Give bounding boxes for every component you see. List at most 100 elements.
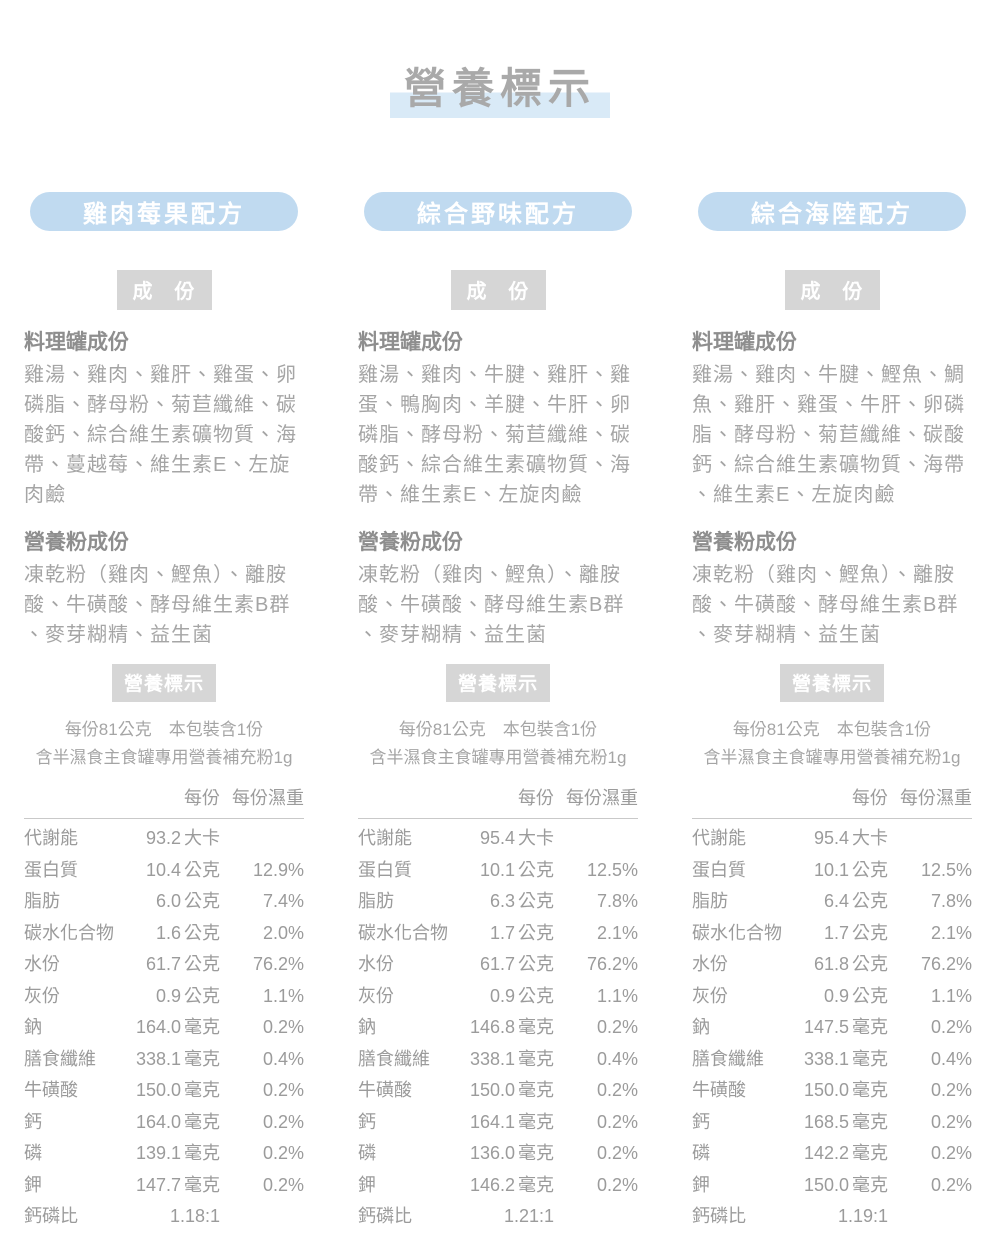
nutrient-label: 脂肪 <box>24 891 60 911</box>
serving-line-1: 每份81公克 本包裝含1份 <box>732 720 932 739</box>
formula-name-pill: 雞肉莓果配方 <box>30 192 298 231</box>
nutrient-unit: 公克 <box>184 954 220 974</box>
table-row: 牛磺酸 150.0 毫克 0.2% <box>358 1076 638 1108</box>
table-header-row: 每份 每份濕重 <box>24 780 304 819</box>
formula-columns: 雞肉莓果配方 成 份 料理罐成份 雞湯、雞肉、雞肝、雞蛋、卵磷脂、酵母粉、菊苣纖… <box>0 192 1000 1234</box>
nutrient-percent: 7.4% <box>262 891 304 911</box>
serving-line-1: 每份81公克 本包裝含1份 <box>64 720 264 739</box>
ingredients-header-wrap: 成 份 <box>358 270 638 310</box>
nutrient-amount: 10.4 <box>145 859 181 880</box>
nutrient-percent: 1.1% <box>596 985 638 1006</box>
nutrient-unit: 毫克 <box>852 1174 888 1195</box>
nutrient-value: 150.0 毫克 <box>782 1076 888 1102</box>
formula-name-pill: 綜合野味配方 <box>364 192 632 231</box>
nutrient-percent: 0.2% <box>930 1017 972 1037</box>
table-row: 蛋白質 10.4 公克 12.9% <box>24 856 304 888</box>
nutrient-value: 95.4 大卡 <box>782 824 888 850</box>
nutrient-value: 338.1 毫克 <box>114 1045 220 1071</box>
nutrient-label: 代謝能 <box>24 828 78 848</box>
nutrient-label: 鈉 <box>24 1017 42 1037</box>
nutrient-unit: 毫克 <box>518 1048 554 1069</box>
nutrient-unit: 毫克 <box>184 1017 220 1037</box>
nutrient-percent: 0.2% <box>262 1111 304 1132</box>
nutrient-unit: 公克 <box>518 891 554 911</box>
nutrition-label-header-wrap: 營養標示 <box>24 664 304 702</box>
nutrient-amount: 168.5 <box>803 1111 849 1132</box>
table-header-wet-weight: 每份濕重 <box>566 788 638 808</box>
nutrient-unit: 公克 <box>184 922 220 943</box>
table-header-row: 每份 每份濕重 <box>692 780 972 819</box>
nutrient-amount: 1.21:1 <box>503 1206 554 1226</box>
nutrient-label: 代謝能 <box>692 828 746 848</box>
table-row: 鈉 164.0 毫克 0.2% <box>24 1013 304 1045</box>
nutrient-label: 鈣磷比 <box>692 1206 746 1226</box>
nutrition-label-header-wrap: 營養標示 <box>358 664 638 702</box>
nutrient-percent: 0.2% <box>596 1080 638 1100</box>
nutrient-value: 6.3 公克 <box>448 887 554 913</box>
nutrient-unit: 毫克 <box>184 1080 220 1100</box>
nutrient-amount: 150.0 <box>803 1174 849 1195</box>
page-title: 營養標示 <box>389 55 610 120</box>
nutrient-amount: 6.3 <box>489 891 515 911</box>
nutrient-label: 灰份 <box>24 985 60 1006</box>
powder-ingredients-text: 凍乾粉（雞肉、鰹魚）、離胺酸、牛磺酸、酵母維生素B群、麥芽糊精、益生菌 <box>692 564 959 646</box>
nutrient-label: 碳水化合物 <box>24 922 114 943</box>
nutrient-value: 150.0 毫克 <box>448 1076 554 1102</box>
nutrient-label: 磷 <box>24 1143 42 1163</box>
nutrient-amount: 142.2 <box>803 1143 849 1163</box>
formula-name-pill: 綜合海陸配方 <box>698 192 966 231</box>
nutrient-unit: 大卡 <box>852 828 888 848</box>
nutrient-amount: 1.19:1 <box>837 1206 888 1226</box>
nutrition-label-header-wrap: 營養標示 <box>692 664 972 702</box>
table-row: 磷 136.0 毫克 0.2% <box>358 1139 638 1171</box>
nutrient-unit: 毫克 <box>852 1111 888 1132</box>
table-row: 灰份 0.9 公克 1.1% <box>24 982 304 1014</box>
nutrient-value: 0.9 公克 <box>782 982 888 1008</box>
ingredients-header: 成 份 <box>450 270 546 310</box>
nutrient-value: 10.1 公克 <box>448 856 554 882</box>
nutrient-value: 6.0 公克 <box>114 887 220 913</box>
nutrient-unit: 公克 <box>518 954 554 974</box>
can-ingredients-text: 雞湯、雞肉、牛腱、鰹魚、鯛魚、雞肝、雞蛋、牛肝、卵磷脂、酵母粉、菊苣纖維、碳酸鈣… <box>692 364 965 506</box>
serving-line-2: 含半濕食主食罐專用營養補充粉1g <box>369 748 627 767</box>
nutrient-unit: 公克 <box>518 922 554 943</box>
powder-ingredients-title: 營養粉成份 <box>358 531 463 554</box>
nutrient-value: 147.7 毫克 <box>114 1171 220 1197</box>
nutrient-unit: 毫克 <box>184 1143 220 1163</box>
table-row: 磷 139.1 毫克 0.2% <box>24 1139 304 1171</box>
nutrient-amount: 61.8 <box>813 954 849 974</box>
nutrient-label: 鈣 <box>358 1111 376 1132</box>
nutrient-label: 牛磺酸 <box>692 1080 746 1100</box>
nutrient-unit: 公克 <box>852 891 888 911</box>
nutrient-amount: 147.5 <box>803 1017 849 1037</box>
nutrient-amount: 164.0 <box>135 1111 181 1132</box>
nutrient-value: 338.1 毫克 <box>782 1045 888 1071</box>
nutrient-percent: 0.2% <box>262 1143 304 1163</box>
table-row: 牛磺酸 150.0 毫克 0.2% <box>692 1076 972 1108</box>
can-ingredients-title: 料理罐成份 <box>358 331 463 354</box>
nutrient-percent: 0.2% <box>930 1111 972 1132</box>
nutrient-value: 0.9 公克 <box>448 982 554 1008</box>
nutrient-amount: 147.7 <box>135 1174 181 1195</box>
ingredients-header-wrap: 成 份 <box>692 270 972 310</box>
nutrient-label: 鉀 <box>692 1174 710 1195</box>
nutrient-label: 鉀 <box>358 1174 376 1195</box>
serving-info: 每份81公克 本包裝含1份 含半濕食主食罐專用營養補充粉1g <box>692 716 972 772</box>
nutrient-label: 代謝能 <box>358 828 412 848</box>
nutrient-percent: 0.2% <box>596 1143 638 1163</box>
serving-line-2: 含半濕食主食罐專用營養補充粉1g <box>35 748 293 767</box>
nutrient-percent: 7.8% <box>596 891 638 911</box>
nutrient-unit: 毫克 <box>518 1080 554 1100</box>
nutrient-value: 164.1 毫克 <box>448 1108 554 1134</box>
nutrient-label: 蛋白質 <box>24 859 78 880</box>
table-row: 碳水化合物 1.7 公克 2.1% <box>692 919 972 951</box>
nutrient-unit: 公克 <box>518 985 554 1006</box>
nutrient-percent: 2.0% <box>262 922 304 943</box>
nutrition-table: 每份 每份濕重 代謝能 95.4 大卡 蛋白質 10.1 公克 12.5% <box>358 780 638 1234</box>
nutrient-percent: 0.2% <box>596 1017 638 1037</box>
nutrient-amount: 93.2 <box>145 828 181 848</box>
nutrient-unit: 毫克 <box>518 1111 554 1132</box>
table-row: 代謝能 95.4 大卡 <box>692 824 972 856</box>
table-row: 水份 61.7 公克 76.2% <box>24 950 304 982</box>
table-row: 灰份 0.9 公克 1.1% <box>692 982 972 1014</box>
